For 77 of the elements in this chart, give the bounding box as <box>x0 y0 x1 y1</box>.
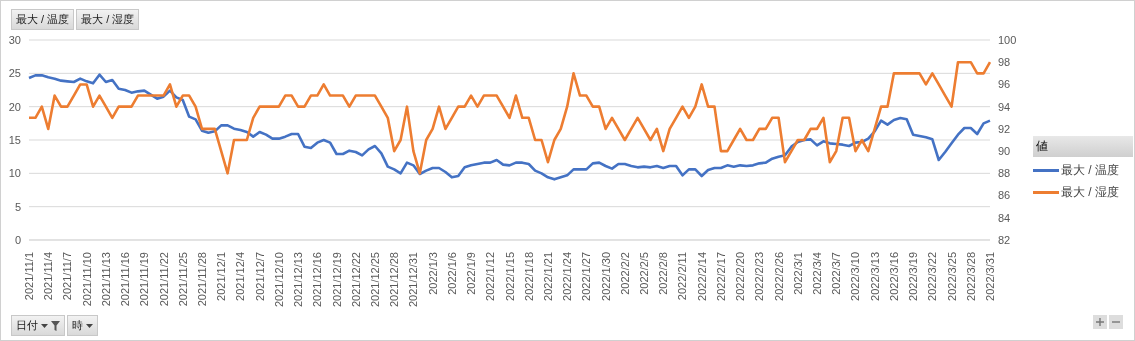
line-series <box>27 60 992 175</box>
x-tick-label: 2021/11/19 <box>138 252 151 307</box>
text: 時 <box>67 315 98 336</box>
x-tick-label: 2022/2/14 <box>695 252 708 301</box>
x-tick-label: 2021/12/7 <box>253 252 266 301</box>
x-tick-label: 2021/11/13 <box>99 252 112 307</box>
x-tick-label: 2022/3/13 <box>868 252 881 301</box>
x-tick-label: 2021/11/16 <box>119 252 132 307</box>
x-tick-label: 2022/1/21 <box>541 252 554 301</box>
y2-tick-label: 88 <box>998 167 1011 180</box>
legend-title: 値 <box>1033 135 1133 157</box>
x-tick-label: 2022/2/17 <box>714 252 727 301</box>
x-tick-label: 2022/3/22 <box>926 252 939 301</box>
x-tick-label: 2021/12/31 <box>407 252 420 308</box>
x-tick-label: 2022/3/25 <box>945 252 958 301</box>
x-tick-label: 2022/1/18 <box>522 252 535 301</box>
y2-tick-label: 96 <box>998 78 1011 91</box>
x-tick-label: 2021/11/22 <box>157 252 170 307</box>
x-tick-label: 2021/12/28 <box>388 252 401 308</box>
x-tick-label: 2022/3/19 <box>907 252 920 301</box>
y-tick-label: 30 <box>8 33 21 46</box>
y2-tick-label: 90 <box>998 145 1011 158</box>
text: 最大 / 温度 <box>11 9 75 30</box>
x-tick-label: 2022/2/2 <box>618 252 631 295</box>
x-tick-label: 2021/12/13 <box>292 252 305 308</box>
x-tick-label: 2022/3/16 <box>887 252 900 301</box>
x-tick-label: 2022/2/20 <box>734 252 747 301</box>
y2-tick-label: 92 <box>998 122 1011 135</box>
x-tick-label: 2022/2/23 <box>753 252 766 301</box>
x-tick-label: 2021/11/4 <box>42 252 55 301</box>
legend-label: 最大 / 湿度 <box>1061 183 1120 201</box>
x-tick-label: 2022/2/8 <box>657 252 670 295</box>
x-tick-label: 2021/11/7 <box>61 252 74 301</box>
x-tick-label: 2021/12/10 <box>272 252 285 308</box>
y-tick-label: 20 <box>8 100 21 113</box>
x-tick-label: 2021/11/10 <box>80 252 93 307</box>
y2-tick-label: 98 <box>998 56 1011 69</box>
y-tick-label: 0 <box>14 233 21 246</box>
x-tick-label: 2022/3/10 <box>849 252 862 301</box>
y2-tick-label: 94 <box>998 100 1011 113</box>
x-tick-label: 2022/3/28 <box>964 252 977 301</box>
x-tick-label: 2022/1/15 <box>503 252 516 301</box>
x-tick-label: 2022/1/27 <box>580 252 593 301</box>
x-tick-label: 2021/12/4 <box>234 252 247 301</box>
x-tick-label: 2022/2/5 <box>638 252 651 295</box>
x-tick-label: 2021/11/1 <box>23 252 35 301</box>
x-tick-label: 2022/1/12 <box>484 252 497 301</box>
x-tick-label: 2021/12/25 <box>368 252 381 308</box>
x-tick-label: 2022/3/4 <box>811 252 824 295</box>
y-tick-label: 15 <box>8 133 21 146</box>
x-tick-label: 2022/3/1 <box>791 252 804 295</box>
x-tick-label: 2021/11/25 <box>176 252 189 307</box>
x-tick-label: 2022/2/26 <box>772 252 785 301</box>
y2-tick-label: 82 <box>998 233 1011 246</box>
x-tick-label: 2022/3/31 <box>984 252 996 301</box>
x-tick-label: 2022/1/6 <box>445 252 458 295</box>
y2-tick-label: 84 <box>998 211 1011 224</box>
y2-tick-label: 100 <box>998 33 1017 46</box>
x-tick-label: 2022/3/7 <box>830 252 843 295</box>
x-tick-label: 2022/1/9 <box>465 252 478 295</box>
x-tick-label: 2021/12/1 <box>215 252 228 301</box>
text: 最大 / 湿度 <box>76 9 140 30</box>
y-tick-label: 10 <box>8 167 21 180</box>
text: 日付 <box>11 315 65 336</box>
x-tick-label: 2022/1/24 <box>561 252 574 301</box>
y-tick-label: 25 <box>8 67 21 80</box>
line-series <box>27 73 992 181</box>
x-tick-label: 2021/12/19 <box>330 252 343 308</box>
x-tick-label: 2021/12/16 <box>311 252 324 308</box>
x-tick-label: 2022/1/3 <box>426 252 439 295</box>
legend-label: 最大 / 温度 <box>1061 161 1120 179</box>
x-tick-label: 2022/1/30 <box>599 252 612 301</box>
x-tick-label: 2021/11/28 <box>195 252 208 307</box>
x-tick-label: 2022/2/11 <box>676 252 689 301</box>
y-tick-label: 5 <box>14 200 21 213</box>
y2-tick-label: 86 <box>998 189 1011 202</box>
x-tick-label: 2021/12/22 <box>349 252 362 308</box>
